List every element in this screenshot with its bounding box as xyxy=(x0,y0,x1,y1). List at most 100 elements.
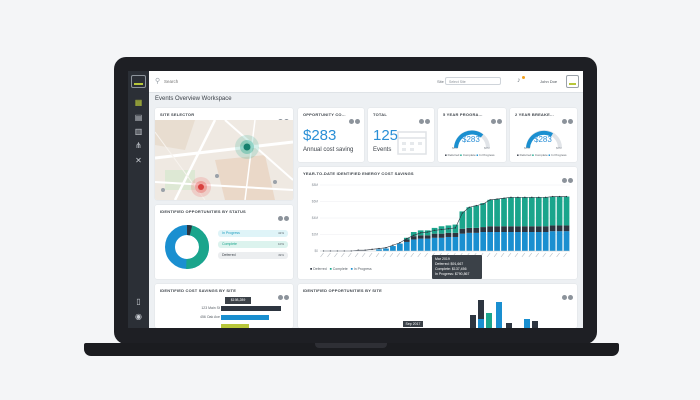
info-icon[interactable] xyxy=(277,295,283,300)
site-bar[interactable] xyxy=(524,319,530,328)
settings-icon[interactable]: ◉ xyxy=(135,312,142,321)
chart-bar xyxy=(403,241,410,251)
card-title: OPPORTUNITY CO... xyxy=(303,112,346,117)
site-bar[interactable] xyxy=(486,313,492,328)
chart-bar xyxy=(445,236,452,251)
menu-icon[interactable] xyxy=(284,216,289,221)
x-tick-mark xyxy=(382,252,387,258)
menu-icon[interactable] xyxy=(568,119,573,124)
card-title: 2 YEAR BREAKE... xyxy=(515,112,554,117)
chart-bar xyxy=(508,197,514,227)
gauge-min: $0M xyxy=(524,146,530,150)
search-input[interactable] xyxy=(164,76,284,86)
chart-bar xyxy=(487,199,493,227)
app-logo[interactable] xyxy=(131,75,146,88)
x-tick-mark xyxy=(507,252,512,258)
info-icon[interactable] xyxy=(490,119,496,124)
chart-bar xyxy=(549,225,556,232)
bar-chart-icon[interactable]: ▥ xyxy=(134,127,143,136)
site-bar[interactable] xyxy=(496,302,502,328)
chart-bar xyxy=(445,232,452,237)
card-title: IDENTIFIED OPPORTUNITIES BY STATUS xyxy=(160,209,246,214)
chart-bar xyxy=(522,197,528,227)
x-tick-mark xyxy=(348,252,352,258)
line-point xyxy=(538,196,540,199)
info-icon[interactable] xyxy=(561,178,567,183)
line-point xyxy=(475,204,477,207)
info-icon[interactable] xyxy=(561,295,567,300)
line-point xyxy=(399,242,401,244)
tools-icon[interactable]: ✕ xyxy=(135,156,142,165)
menu-icon[interactable] xyxy=(355,119,360,124)
ytd-legend: ■ Deferred ■ Complete ■ In Progress xyxy=(310,267,372,271)
chart-bar xyxy=(549,231,556,251)
site-select[interactable]: Select Site xyxy=(445,77,501,85)
chart-bar xyxy=(542,226,549,233)
menu-icon[interactable] xyxy=(568,295,573,300)
line-point xyxy=(531,196,533,199)
status-pill-in-progress[interactable]: In Progress 41% xyxy=(218,230,288,237)
donut-chart[interactable] xyxy=(157,217,217,277)
bell-icon[interactable]: ♪ xyxy=(517,77,521,84)
line-point xyxy=(357,249,359,251)
chart-bar xyxy=(542,232,549,251)
menu-icon[interactable] xyxy=(425,119,430,124)
chart-bar xyxy=(473,232,480,251)
site-bar[interactable] xyxy=(478,319,484,328)
info-icon[interactable] xyxy=(418,119,424,124)
site-bar[interactable] xyxy=(470,315,476,328)
info-icon[interactable] xyxy=(561,119,567,124)
card-title: IDENTIFIED OPPORTUNITIES BY SITE xyxy=(303,288,383,293)
chart-bar xyxy=(494,232,500,251)
chart-bar xyxy=(417,238,424,251)
ytd-bar-chart[interactable]: $0 $2M $4M $6M $8M xyxy=(298,167,577,279)
x-tick-mark xyxy=(410,252,414,258)
x-tick-mark xyxy=(528,252,533,258)
chart-bar xyxy=(528,232,535,251)
x-tick-mark xyxy=(341,252,345,258)
chart-bar xyxy=(438,233,445,238)
chart-bar xyxy=(410,239,417,251)
kpi-value: $283 xyxy=(303,127,337,144)
status-pill-complete[interactable]: Complete 10% xyxy=(218,241,288,248)
menu-icon[interactable] xyxy=(497,119,502,124)
tree-icon[interactable]: ⋔ xyxy=(135,141,142,150)
site-bar[interactable] xyxy=(532,321,538,328)
line-point xyxy=(392,244,394,246)
chart-bar xyxy=(431,233,438,238)
x-tick-mark xyxy=(514,252,519,258)
line-point xyxy=(558,195,561,198)
document-icon[interactable]: ▯ xyxy=(136,297,141,306)
sidebar: ▦ ▤ ▥ ⋔ ✕ ▯ ◉ xyxy=(128,71,149,328)
grid-icon[interactable]: ▦ xyxy=(134,98,143,107)
menu-icon[interactable] xyxy=(284,295,289,300)
search-icon: ⚲ xyxy=(155,78,161,85)
site-bar[interactable] xyxy=(221,306,281,311)
line-point xyxy=(510,196,512,199)
site-bar[interactable] xyxy=(221,324,249,328)
site-bar[interactable] xyxy=(221,315,269,320)
opportunities-by-site-card: IDENTIFIED OPPORTUNITIES BY SITE Sep 201… xyxy=(298,284,577,328)
kpi-subtitle: Events xyxy=(373,147,392,153)
site-bar[interactable] xyxy=(506,323,512,328)
avatar[interactable] xyxy=(566,75,579,88)
site-map[interactable] xyxy=(155,120,293,200)
chart-bar xyxy=(494,199,500,227)
gauge-max: $0M xyxy=(556,146,562,150)
gauge-min: $0M xyxy=(452,146,458,150)
line-point xyxy=(544,196,547,199)
menu-icon[interactable] xyxy=(568,178,573,183)
info-icon[interactable] xyxy=(348,119,354,124)
kpi-value: 125 xyxy=(373,127,399,144)
info-icon[interactable] xyxy=(277,216,283,221)
status-pill-deferred[interactable]: Deferred 49% xyxy=(218,252,288,259)
chart-bar xyxy=(466,227,473,233)
site-bar[interactable] xyxy=(478,300,484,328)
line-point xyxy=(461,212,464,214)
chart-bar xyxy=(556,231,563,251)
chart-tooltip: Mar 2019 Deferred: $91,667 Complete: $13… xyxy=(432,255,482,279)
y-tick-label: $6M xyxy=(312,200,319,204)
user-name[interactable]: John Doe xyxy=(540,79,558,84)
chart-bar xyxy=(431,237,438,251)
calendar-icon[interactable]: ▤ xyxy=(134,113,143,122)
